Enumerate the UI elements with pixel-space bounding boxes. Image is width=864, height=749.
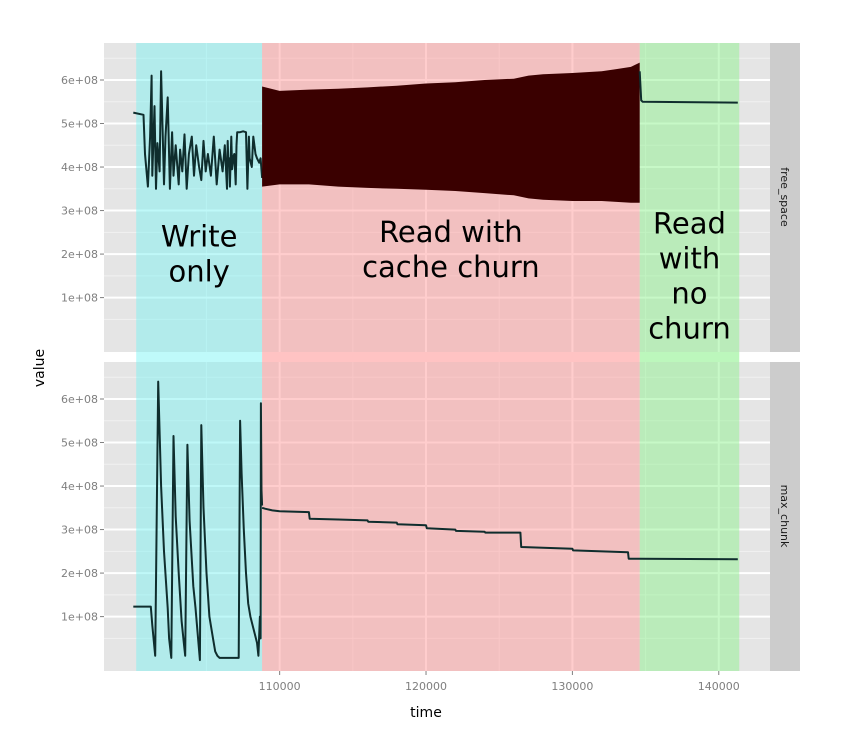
panel-max-chunk: 1e+08 2e+08 3e+08 4e+08 5e+08 6e+08 max_chunk bbox=[61, 362, 800, 671]
y-tick-label: 5e+08 bbox=[61, 118, 98, 131]
phase-bands-max-chunk bbox=[136, 362, 740, 671]
phase-band-gap-1 bbox=[136, 352, 263, 362]
strip-free-space bbox=[770, 43, 800, 352]
series-line-max-chunk-1 bbox=[133, 380, 264, 662]
x-tick-label: 140000 bbox=[698, 680, 740, 693]
panel-gap-bands bbox=[136, 352, 740, 362]
phase-label-2: Read with cache churn bbox=[362, 215, 540, 284]
x-axis-title: time bbox=[410, 705, 442, 721]
phase-band-3 bbox=[639, 362, 740, 671]
x-tick-label: 130000 bbox=[551, 680, 593, 693]
series-band-free-space bbox=[262, 62, 640, 203]
y-tick-label: 4e+08 bbox=[61, 480, 98, 493]
x-tick-label: 120000 bbox=[405, 680, 447, 693]
y-tick-label: 1e+08 bbox=[61, 292, 98, 305]
y-tick-label: 2e+08 bbox=[61, 567, 98, 580]
phase-label-1: Write only bbox=[161, 220, 238, 289]
phase-label-line: with bbox=[659, 241, 721, 275]
y-tick-label: 3e+08 bbox=[61, 205, 98, 218]
y-tick-label: 6e+08 bbox=[61, 393, 98, 406]
phase-label-line: cache churn bbox=[362, 250, 540, 284]
y-axis-title: value bbox=[32, 349, 48, 387]
phase-label-line: no bbox=[671, 276, 707, 310]
series-max-chunk bbox=[133, 380, 738, 662]
phase-label-line: Write bbox=[161, 220, 238, 254]
series-line-free-space-1 bbox=[133, 70, 264, 190]
y-tick-label: 5e+08 bbox=[61, 437, 98, 450]
strip-max-chunk bbox=[770, 362, 800, 671]
phase-label-line: only bbox=[168, 255, 229, 289]
phase-label-line: Read bbox=[653, 206, 726, 240]
y-tick-label: 6e+08 bbox=[61, 74, 98, 87]
y-tick-label: 4e+08 bbox=[61, 161, 98, 174]
y-tick-label: 2e+08 bbox=[61, 248, 98, 261]
series-line-max-chunk-2 bbox=[261, 506, 738, 561]
phase-band-2 bbox=[262, 362, 640, 671]
y-tick-label: 3e+08 bbox=[61, 524, 98, 537]
phase-label-3: Read with no churn bbox=[648, 206, 731, 345]
x-axis-ticks: 110000 120000 130000 140000 bbox=[259, 671, 740, 693]
series-line-free-space-3 bbox=[638, 71, 738, 104]
strip-label-max-chunk: max_chunk bbox=[778, 485, 791, 548]
panel-free-space: 1e+08 2e+08 3e+08 4e+08 5e+08 6e+08 Write only… bbox=[61, 43, 800, 352]
y-ticks-free-space: 1e+08 2e+08 3e+08 4e+08 5e+08 6e+08 bbox=[61, 74, 104, 305]
series-free-space bbox=[133, 62, 738, 203]
phase-band-gap-2 bbox=[262, 352, 640, 362]
phase-band-gap-3 bbox=[639, 352, 740, 362]
phase-label-line: Read with bbox=[379, 215, 523, 249]
strip-label-free-space: free_space bbox=[778, 167, 791, 227]
phase-label-line: churn bbox=[648, 311, 731, 345]
y-ticks-max-chunk: 1e+08 2e+08 3e+08 4e+08 5e+08 6e+08 bbox=[61, 393, 104, 624]
phase-band-3 bbox=[639, 43, 740, 352]
phase-band-1 bbox=[136, 43, 263, 352]
y-tick-label: 1e+08 bbox=[61, 611, 98, 624]
x-tick-label: 110000 bbox=[259, 680, 301, 693]
